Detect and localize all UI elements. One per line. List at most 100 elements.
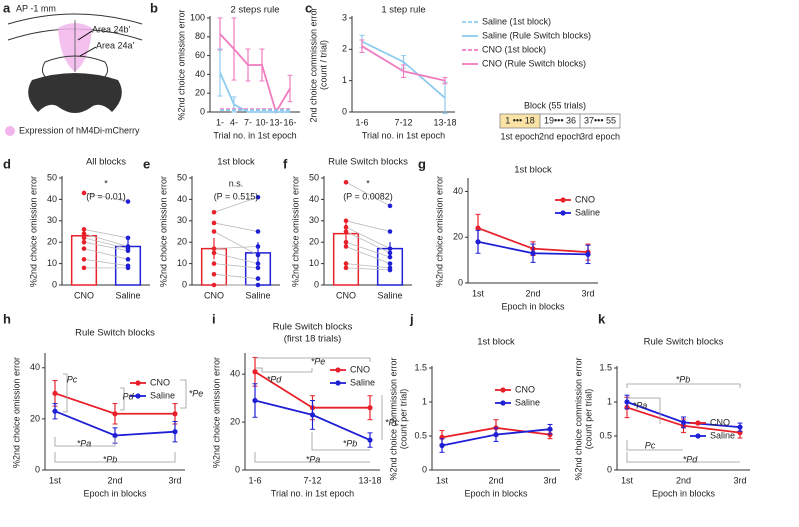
x-tick-label: 16-	[283, 117, 296, 127]
individual-point	[343, 261, 349, 266]
arrow	[79, 46, 97, 57]
block-label: 19••• 36	[544, 115, 576, 125]
x-axis-label: Trial no. in 1st epoch	[271, 488, 354, 498]
x-tick-label: 7-	[244, 117, 252, 127]
p-value: (P = 0.0082)	[343, 191, 393, 201]
x-tick-label: 3rd	[168, 475, 181, 485]
y-axis-label: 2nd choice commission error	[308, 7, 318, 122]
x-tick-label: 3rd	[543, 475, 556, 485]
x-tick-label: 1st	[472, 288, 485, 298]
point	[252, 369, 258, 375]
x-tick-label: CNO	[74, 290, 94, 300]
y-axis-label: %2nd choice omission error	[28, 176, 38, 287]
x-tick-label: 13-	[269, 117, 282, 127]
point	[439, 442, 445, 449]
pair-line	[213, 222, 259, 232]
annotation: *Pa	[633, 400, 648, 410]
x-axis-label: Epoch in blocks	[83, 488, 147, 498]
y-axis-label: %2nd choice commission error	[388, 357, 398, 480]
pair-line	[213, 263, 259, 269]
y-tick-label: 40	[47, 194, 57, 204]
legend-label: Saline	[350, 377, 375, 387]
x-tick-label: 1st	[49, 475, 62, 485]
pair-line	[345, 220, 391, 232]
panel-a-diagram: a AP -1 mm Area 24b' Area 24a' Expressio…	[3, 0, 143, 136]
section-label: AP -1 mm	[16, 3, 56, 13]
x-axis-label: Epoch in blocks	[652, 488, 716, 498]
panel-letter: k	[598, 311, 606, 326]
pair-line	[213, 252, 259, 264]
annotation: Pc	[67, 374, 78, 384]
point	[680, 419, 687, 425]
y-axis-label: %2nd choice omission error	[434, 176, 444, 287]
series-line	[219, 72, 290, 113]
y-tick-label: 0.5	[599, 430, 612, 440]
y-tick-label: 3	[342, 12, 347, 22]
chart-title: 1st block	[477, 337, 515, 348]
chart-title: 1 step rule	[381, 5, 425, 16]
y-axis-label: %2nd choice omission error	[158, 176, 168, 287]
epoch-label: 2nd epoch	[539, 131, 581, 141]
panel-letter: e	[143, 156, 150, 171]
y-tick-label: 50	[177, 172, 187, 182]
axis-line	[431, 366, 560, 471]
bracket	[120, 387, 125, 411]
individual-point	[343, 265, 349, 271]
bracket	[626, 452, 740, 463]
legend-marker	[560, 197, 566, 203]
y-tick-label: 10	[47, 258, 57, 268]
point	[112, 432, 118, 439]
individual-point	[125, 235, 131, 241]
annotation: *Pa	[306, 454, 321, 464]
point	[585, 251, 591, 257]
x-tick-label: Saline	[245, 290, 270, 300]
individual-point	[255, 194, 261, 200]
y-tick-label: 20	[230, 416, 240, 426]
y-axis-label: %2nd choice omission error	[211, 357, 221, 468]
individual-point	[211, 229, 217, 234]
point	[530, 250, 536, 256]
legend-marker	[335, 367, 341, 373]
legend-label: Saline	[150, 390, 175, 400]
pair-line	[83, 237, 129, 250]
annotation: *Pa	[77, 438, 92, 448]
y-tick-label: 0	[422, 464, 427, 474]
y-tick-label: 0	[458, 277, 463, 287]
pair-line	[83, 258, 129, 267]
x-tick-label: 2nd	[525, 288, 540, 298]
panel-letter: h	[3, 311, 11, 326]
point	[475, 225, 481, 231]
y-tick-label: 20	[177, 237, 187, 247]
x-tick-label: 3rd	[733, 475, 746, 485]
pair-line	[345, 246, 391, 264]
pair-line	[83, 192, 129, 202]
chart-title: 1st block	[217, 157, 255, 168]
x-tick-label: 10-	[255, 117, 268, 127]
chart-title: Rule Switch blocks	[75, 328, 155, 339]
bracket	[627, 397, 661, 424]
y-axis-label: (count per trial)	[583, 389, 593, 450]
x-tick-label: Saline	[377, 290, 402, 300]
individual-point	[125, 257, 131, 262]
x-tick-label: 7-12	[394, 117, 412, 127]
individual-point	[387, 203, 393, 209]
ventricle-shape	[28, 73, 122, 113]
individual-point	[387, 261, 393, 266]
individual-point	[255, 261, 261, 266]
legend-marker	[500, 400, 506, 406]
block-label: 1 ••• 18	[505, 115, 534, 125]
individual-point	[387, 267, 393, 273]
pair-line	[83, 233, 129, 247]
point	[52, 408, 58, 414]
individual-point	[255, 276, 261, 281]
individual-point	[125, 265, 131, 271]
x-tick-label: CNO	[204, 290, 224, 300]
y-tick-label: 1.5	[599, 362, 612, 372]
x-tick-label: 1-6	[248, 475, 261, 485]
pair-line	[213, 246, 259, 250]
x-tick-label: 2nd	[488, 475, 503, 485]
panel-letter: b	[150, 0, 158, 15]
chart-title: 2 steps rule	[230, 5, 279, 16]
y-tick-label: 1	[342, 75, 347, 85]
